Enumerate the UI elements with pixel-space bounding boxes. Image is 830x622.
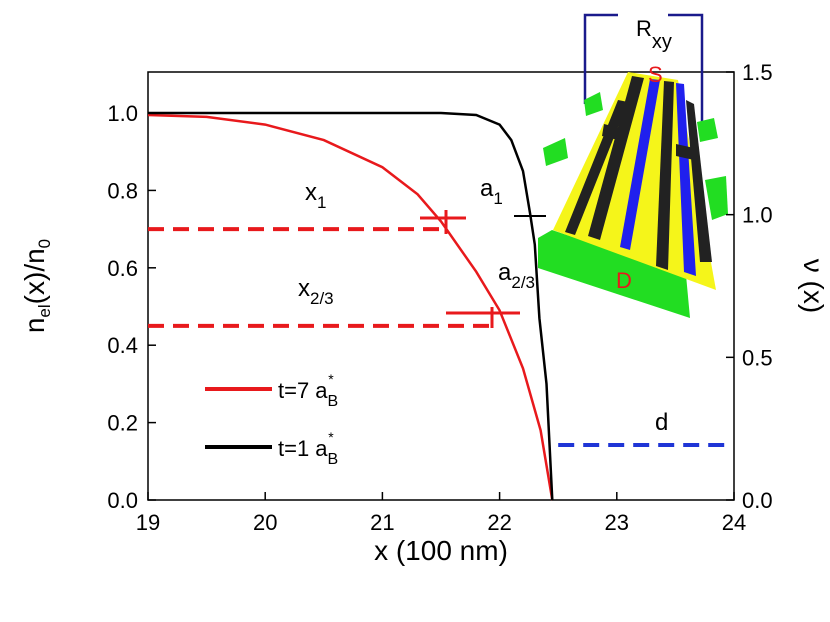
inset-label: Rxy [636, 16, 672, 53]
x-tick-label: 23 [605, 510, 629, 535]
annotation: d [655, 409, 668, 436]
legend-sub: B [328, 451, 339, 468]
x-tick-label: 19 [136, 510, 160, 535]
y-tick-label: 0.8 [107, 178, 138, 203]
data-line [147, 113, 554, 501]
y2-tick-label: 1.0 [742, 203, 773, 228]
x-tick-label: 21 [370, 510, 394, 535]
y2-tick-label: 1.5 [742, 60, 773, 85]
annotation: a2/3 [498, 259, 535, 292]
legend-label: t=1 aB * [278, 429, 338, 468]
y-tick-label: 0.2 [107, 411, 138, 436]
annotation: x2/3 [298, 275, 334, 308]
annotation: a1 [480, 175, 503, 208]
inset-label: S [648, 62, 663, 87]
x-tick-label: 22 [487, 510, 511, 535]
y-axis-label: nel(x)/n0 [19, 239, 54, 333]
data-line [148, 111, 554, 501]
plot-frame [147, 71, 735, 501]
y-tick-label: 0.0 [107, 488, 138, 513]
legend-sub: B [328, 393, 339, 410]
y-tick-label: 1.0 [107, 101, 138, 126]
y-tick-label: 0.4 [107, 333, 138, 358]
annotation: x1 [305, 179, 326, 212]
y2-tick-label: 0.0 [742, 488, 773, 513]
x-tick-label: 24 [722, 510, 746, 535]
x-tick-label: 20 [253, 510, 277, 535]
inset-label: D [616, 268, 632, 293]
y2-axis-label: ν (x) [798, 259, 829, 313]
x-axis-label: x (100 nm) [374, 535, 508, 566]
legend-name: t=1 a [278, 436, 328, 461]
legend-sup: * [328, 371, 334, 387]
y-tick-label: 0.6 [107, 256, 138, 281]
legend-label: t=7 aB * [278, 371, 338, 410]
legend-sup: * [328, 429, 334, 445]
legend-name: t=7 a [278, 378, 328, 403]
y2-tick-label: 0.5 [742, 345, 773, 370]
device-inset: Rxy S D [538, 13, 728, 318]
